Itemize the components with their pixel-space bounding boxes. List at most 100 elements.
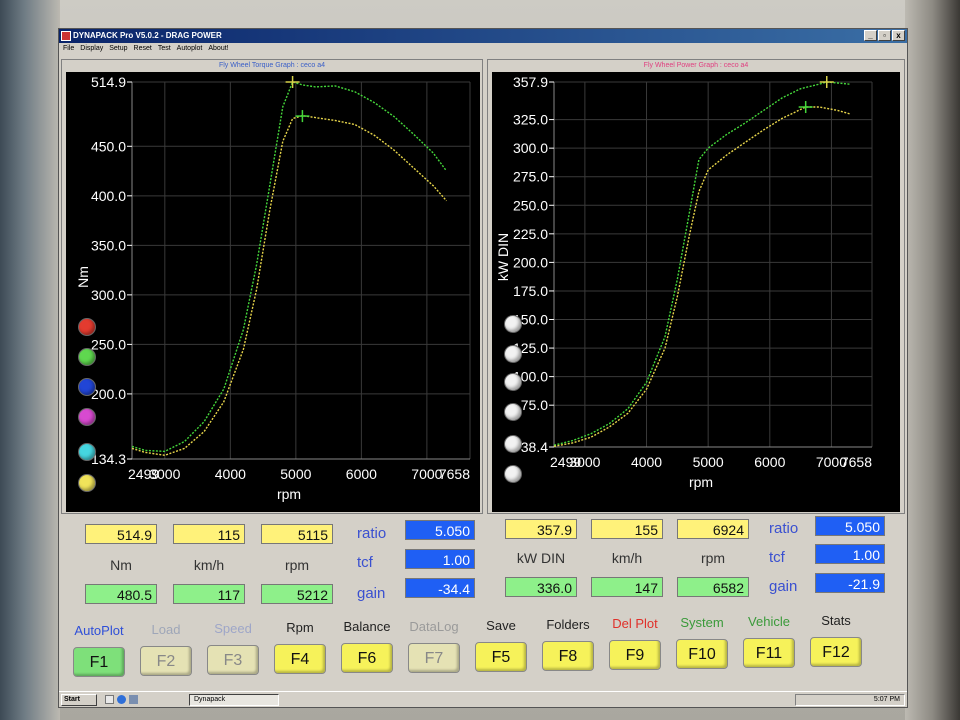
torque-x-tick-label: 4000 — [215, 466, 246, 482]
fkey-label-vehicle: Vehicle — [748, 614, 790, 629]
background-left — [0, 0, 60, 720]
peak-power-rpm-value: 6924 — [677, 519, 749, 539]
power-chart: 357.9 325.0 300.0 275.0 250.0 225.0 200.0 175.0… — [495, 74, 873, 490]
compare-power-speed-value: 147 — [591, 577, 663, 597]
fkey-label-rpm: Rpm — [286, 620, 314, 636]
torque-y-axis-label: Nm — [75, 266, 91, 288]
menu-reset[interactable]: Reset — [133, 45, 152, 52]
power-y-tick-label: 200.0 — [513, 254, 548, 270]
window-titlebar: DYNAPACK Pro V5.0.2 - DRAG POWER _ ▫ x — [59, 29, 907, 43]
torque-x-tick-label: 3000 — [149, 466, 180, 482]
plot-color-slot-6-button[interactable] — [504, 465, 522, 483]
power-y-tick-label: 300.0 — [513, 140, 548, 156]
plot-color-slot-1-button[interactable] — [504, 315, 522, 333]
system-tray: 5:07 PM — [795, 694, 905, 706]
torque-chart: 514.9 450.0 400.0 350.0 300.0 250.0 200.0 134.3… — [75, 74, 471, 502]
menu-about[interactable]: About! — [208, 45, 229, 52]
fkey-label-stats: Stats — [821, 613, 851, 629]
power-x-tick-label: 6000 — [754, 454, 785, 470]
gain-value-right[interactable]: -21.9 — [815, 573, 885, 593]
torque-y-tick-label: 450.0 — [91, 138, 126, 154]
ratio-label: ratio — [357, 525, 387, 542]
fkey-label-folders: Folders — [546, 616, 590, 632]
power-x-tick-label: 7658 — [841, 454, 872, 470]
taskbar: Start Dynapack 5:07 PM — [59, 691, 907, 707]
torque-peak-marker-1 — [285, 76, 300, 88]
menu-file[interactable]: File — [63, 45, 75, 52]
torque-peak-marker-2 — [295, 110, 310, 123]
plot-color-slot-4-button[interactable] — [504, 403, 522, 421]
fkey-f9-button[interactable]: F9 — [609, 639, 661, 670]
fkey-f4-button[interactable]: F4 — [274, 644, 326, 675]
power-y-axis-label: kW DIN — [495, 233, 511, 281]
ratio-value-right[interactable]: 5.050 — [815, 516, 885, 536]
restore-button[interactable]: ▫ — [878, 30, 891, 41]
fkey-f6-button[interactable]: F6 — [341, 643, 393, 674]
fkey-f2-button[interactable]: F2 — [140, 646, 192, 677]
fkey-f3-button[interactable]: F3 — [207, 645, 259, 676]
speed-unit-label: km/h — [193, 557, 225, 573]
torque-y-tick-label: 400.0 — [91, 188, 126, 204]
compare-torque-value: 480.5 — [85, 584, 157, 604]
power-y-tick-label: 75.0 — [521, 397, 548, 413]
plot-color-red-button[interactable] — [78, 318, 96, 336]
torque-series-line-2 — [131, 114, 448, 457]
compare-torque-rpm-value: 5212 — [261, 584, 333, 604]
minimize-button[interactable]: _ — [864, 30, 877, 41]
tcf-value[interactable]: 1.00 — [405, 549, 475, 569]
tcf-value-right[interactable]: 1.00 — [815, 544, 885, 564]
fkey-f7-button[interactable]: F7 — [408, 642, 460, 673]
torque-y-tick-label: 134.3 — [91, 451, 126, 467]
plot-color-slot-5-button[interactable] — [504, 435, 522, 453]
plot-color-slot-2-button[interactable] — [504, 345, 522, 363]
fkey-label-balance: Balance — [343, 619, 391, 635]
window-title: DYNAPACK Pro V5.0.2 - DRAG POWER — [73, 31, 222, 40]
app-icon — [61, 31, 71, 41]
plot-color-slot-3-button[interactable] — [504, 373, 522, 391]
torque-y-tick-label: 514.9 — [91, 74, 126, 90]
quicklaunch-desktop-icon[interactable] — [105, 695, 114, 704]
menu-setup[interactable]: Setup — [109, 45, 128, 52]
quicklaunch-app-icon[interactable] — [129, 695, 138, 704]
window-controls: _ ▫ x — [864, 30, 905, 41]
fkey-f8-button[interactable]: F8 — [542, 640, 594, 671]
ratio-value[interactable]: 5.050 — [405, 520, 475, 540]
torque-panel: Fly Wheel Torque Graph : ceco a4 514.9 45… — [61, 59, 483, 514]
plot-color-green-button[interactable] — [78, 348, 96, 366]
fkey-f11-button[interactable]: F11 — [743, 638, 795, 668]
start-button[interactable]: Start — [61, 694, 97, 706]
torque-y-tick-label: 300.0 — [91, 287, 126, 303]
fkey-f1-button[interactable]: F1 — [73, 647, 125, 677]
peak-power-value: 357.9 — [505, 519, 577, 539]
plot-color-cyan-button[interactable] — [78, 443, 96, 461]
power-unit-label: kW DIN — [516, 550, 566, 566]
tcf-label-right: tcf — [769, 549, 785, 566]
menu-test[interactable]: Test — [157, 45, 171, 52]
plot-color-yellow-button[interactable] — [78, 474, 96, 492]
fkey-label-load: Load — [151, 622, 181, 638]
taskbar-dynapack[interactable]: Dynapack — [189, 694, 279, 706]
power-peak-marker-2 — [798, 101, 813, 114]
torque-x-tick-label: 5000 — [280, 466, 311, 482]
fkey-f12-button[interactable]: F12 — [810, 637, 862, 668]
torque-y-tick-label: 250.0 — [91, 336, 126, 352]
quicklaunch-ie-icon[interactable] — [117, 695, 126, 704]
fkey-f5-button[interactable]: F5 — [475, 641, 527, 672]
plot-color-magenta-button[interactable] — [78, 408, 96, 426]
power-x-tick-label: 4000 — [631, 454, 662, 470]
fkey-label-del-plot: Del Plot — [612, 615, 658, 631]
power-x-tick-label: 7000 — [816, 454, 847, 470]
power-y-tick-label: 357.9 — [513, 74, 548, 90]
fkey-label-speed: Speed — [214, 621, 252, 637]
plot-color-blue-button[interactable] — [78, 378, 96, 396]
power-graph-title: Fly Wheel Power Graph : ceco a4 — [643, 62, 749, 69]
torque-unit-label: Nm — [110, 557, 132, 573]
menu-autoplot[interactable]: Autoplot — [176, 45, 203, 52]
fkey-f10-button[interactable]: F10 — [676, 638, 728, 669]
screen: DYNAPACK Pro V5.0.2 - DRAG POWER _ ▫ x F… — [58, 28, 908, 708]
torque-y-tick-label: 200.0 — [91, 386, 126, 402]
gain-value[interactable]: -34.4 — [405, 578, 475, 598]
power-y-tick-label: 250.0 — [513, 197, 548, 213]
close-button[interactable]: x — [892, 30, 905, 41]
menu-display[interactable]: Display — [80, 45, 104, 52]
